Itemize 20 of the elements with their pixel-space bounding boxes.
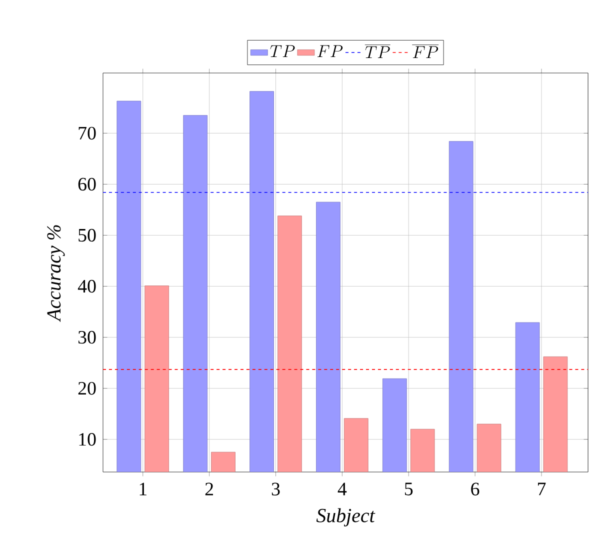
x-tick-label: 1: [140, 482, 146, 496]
x-tick-label: 3: [272, 482, 280, 496]
legend-label: $FP$: [317, 45, 343, 57]
legend-label: $TP$: [270, 45, 295, 57]
y-tick-label: 20: [78, 382, 96, 395]
x-tick-label: 7: [538, 482, 546, 496]
x-tick-label: 4: [338, 482, 347, 496]
x-axis-title: Subject: [316, 508, 376, 526]
y-tick-label: 50: [78, 228, 96, 242]
y-tick-label: 10: [79, 432, 96, 446]
y-tick-label: 40: [78, 280, 96, 293]
x-tick-label: 2: [205, 482, 213, 496]
legend-label: $\overline{FP}$: [412, 44, 439, 58]
x-tick-label: 5: [404, 482, 413, 496]
legend-label: $\overline{TP}$: [364, 44, 390, 58]
y-tick-label: 30: [78, 330, 96, 344]
x-tick-label: 6: [471, 482, 480, 496]
y-tick-label: 70: [78, 126, 96, 140]
y-axis-title: Accuracy %: [47, 225, 65, 322]
y-tick-label: 60: [78, 178, 96, 191]
